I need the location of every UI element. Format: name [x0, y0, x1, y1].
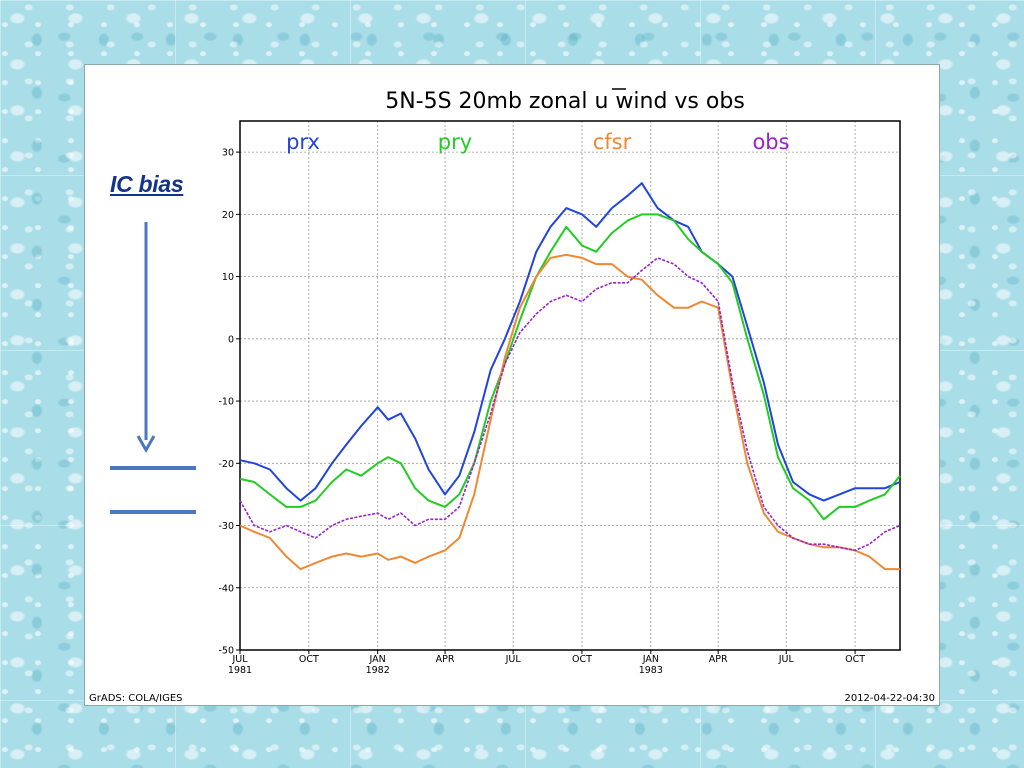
footer-credit: GrADS: COLA/IGES: [89, 693, 183, 704]
ic-bias-annotation: IC bias: [110, 171, 184, 197]
x-tick-label: JAN: [642, 654, 659, 665]
x-tick-label: JUL: [778, 654, 795, 665]
y-tick-label: -40: [218, 583, 234, 594]
legend-label-obs: obs: [752, 130, 789, 154]
series-line-obs: [239, 257, 901, 552]
ic-bias-arrow: [110, 222, 196, 514]
y-tick-label: -30: [218, 521, 234, 532]
x-tick-label: JUL: [231, 654, 248, 665]
series-line-cfsr: [239, 253, 900, 571]
legend-label-cfsr: cfsr: [593, 130, 632, 154]
legend-label-prx: prx: [286, 130, 320, 154]
chart-title: 5N-5S 20mb zonal u wind vs obs: [385, 89, 745, 114]
y-tick-label: 30: [222, 148, 234, 159]
arrow-head-icon: [136, 435, 156, 454]
x-tick-sublabel: 1981: [228, 665, 252, 676]
figure-panel: 5N-5S 20mb zonal u wind vs obs -50 -40 -30…: [84, 64, 940, 706]
y-tick-label: -20: [218, 459, 234, 470]
legend-label-pry: pry: [438, 130, 472, 154]
y-tick-label: -50: [218, 646, 234, 657]
x-tick-label: APR: [436, 654, 455, 665]
y-tick-label: 10: [222, 272, 234, 283]
grid: [239, 121, 900, 651]
series-line-prx: [239, 182, 901, 502]
x-tick-label: JUL: [505, 654, 522, 665]
footer-timestamp: 2012-04-22-04:30: [844, 693, 935, 704]
line-chart: 5N-5S 20mb zonal u wind vs obs -50 -40 -30…: [218, 88, 901, 676]
x-tick-label: OCT: [572, 654, 592, 665]
y-tick-label: 0: [228, 334, 234, 345]
x-tick-label: APR: [709, 654, 728, 665]
x-tick-sublabel: 1983: [639, 665, 663, 676]
series-lines: [239, 182, 901, 571]
plot-frame: [239, 120, 901, 651]
legend: prx pry cfsr obs: [286, 130, 789, 154]
x-tick-sublabel: 1982: [366, 665, 390, 676]
series-line-pry: [239, 213, 901, 521]
x-tick-label: OCT: [299, 654, 319, 665]
x-tick-label: OCT: [845, 654, 865, 665]
y-tick-label: 20: [222, 210, 234, 221]
y-tick-label: -10: [218, 397, 234, 408]
x-tick-label: JAN: [369, 654, 386, 665]
